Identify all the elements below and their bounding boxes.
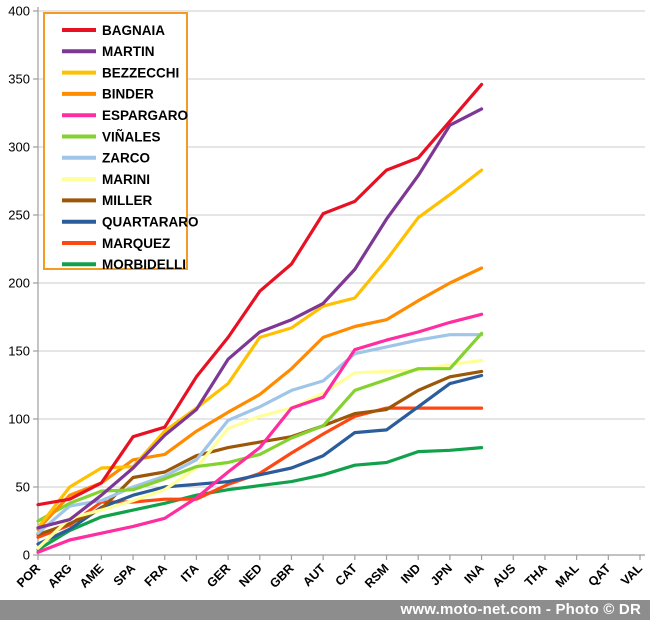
x-tick-label-gbr: GBR bbox=[267, 561, 297, 591]
axes bbox=[37, 7, 645, 556]
y-tick-label: 300 bbox=[8, 140, 30, 155]
legend-item-morbidelli: MORBIDELLI bbox=[62, 257, 186, 272]
x-tick-label-val: VAL bbox=[618, 561, 645, 588]
legend-item-marquez: MARQUEZ bbox=[62, 236, 170, 251]
x-tick-label-ame: AME bbox=[77, 561, 107, 591]
legend-item-binder: BINDER bbox=[62, 87, 154, 102]
x-tick-label-ina: INA bbox=[462, 561, 487, 586]
legend-item-zarco: ZARCO bbox=[62, 151, 150, 166]
legend-item-marini: MARINI bbox=[62, 172, 150, 187]
x-tick-label-jpn: JPN bbox=[428, 561, 455, 588]
series-line-morbidelli bbox=[36, 446, 484, 552]
y-tick-label: 100 bbox=[8, 412, 30, 427]
legend-item-espargaro: ESPARGARO bbox=[62, 108, 188, 123]
series-line-zarco bbox=[36, 333, 484, 535]
x-tick-label-aut: AUT bbox=[300, 561, 328, 589]
legend-label: QUARTARARO bbox=[102, 215, 199, 230]
series-lines bbox=[36, 82, 484, 554]
legend-item-bagnaia: BAGNAIA bbox=[62, 23, 165, 38]
legend-label: ZARCO bbox=[102, 151, 150, 166]
x-tick-label-ind: IND bbox=[398, 561, 423, 586]
x-tick-label-cat: CAT bbox=[333, 561, 361, 589]
series-line-viales bbox=[36, 331, 484, 523]
legend-label: MILLER bbox=[102, 193, 152, 208]
legend-item-bezzecchi: BEZZECCHI bbox=[62, 65, 179, 80]
legend-label: MARTIN bbox=[102, 44, 155, 59]
x-tick-label-spa: SPA bbox=[111, 561, 138, 588]
y-tick-label: 150 bbox=[8, 344, 30, 359]
legend-item-quartararo: QUARTARARO bbox=[62, 215, 199, 230]
legend-item-martin: MARTIN bbox=[62, 44, 155, 59]
watermark-bar: www.moto-net.com - Photo © DR bbox=[0, 600, 650, 620]
legend-item-miller: MILLER bbox=[62, 193, 152, 208]
x-axis: POR ARG AME SPA FRA ITA GER NED GBR AUT CAT RSM IND J… bbox=[14, 555, 645, 591]
legend-label: MORBIDELLI bbox=[102, 257, 186, 272]
x-tick-label-ita: ITA bbox=[178, 561, 201, 584]
series-line-binder bbox=[36, 266, 484, 531]
y-tick-label: 50 bbox=[16, 480, 30, 495]
watermark-text: www.moto-net.com - Photo © DR bbox=[400, 601, 641, 618]
series-line-miller bbox=[36, 369, 484, 537]
legend-label: BEZZECCHI bbox=[102, 65, 179, 80]
legend-label: BAGNAIA bbox=[102, 23, 165, 38]
y-tick-label: 400 bbox=[8, 4, 30, 19]
series-line-marini bbox=[36, 358, 484, 550]
legend-box bbox=[43, 12, 188, 270]
x-tick-label-tha: THA bbox=[522, 561, 550, 589]
x-tick-label-arg: ARG bbox=[45, 561, 75, 591]
legend-label: MARINI bbox=[102, 172, 150, 187]
x-tick-label-ger: GER bbox=[204, 561, 233, 590]
y-tick-label: 350 bbox=[8, 72, 30, 87]
series-line-quartararo bbox=[36, 373, 484, 546]
legend-label: MARQUEZ bbox=[102, 236, 170, 251]
legend: BAGNAIA MARTIN BEZZECCHI BINDER ESPARGARO VIÑ… bbox=[43, 12, 199, 272]
y-tick-label: 0 bbox=[23, 548, 30, 563]
x-tick-label-qat: QAT bbox=[586, 561, 614, 589]
x-tick-label-mal: MAL bbox=[553, 561, 582, 590]
series-line-espargaro bbox=[36, 312, 484, 554]
x-tick-label-por: POR bbox=[14, 561, 43, 590]
legend-label: BINDER bbox=[102, 87, 154, 102]
x-tick-label-aus: AUS bbox=[490, 561, 519, 590]
series-line-marquez bbox=[36, 406, 484, 539]
points-progression-chart: 0 50 100 150 200 250 300 350 400 POR ARG AME SPA FRA I… bbox=[8, 4, 645, 591]
x-tick-label-fra: FRA bbox=[142, 561, 170, 589]
y-tick-label: 250 bbox=[8, 208, 30, 223]
legend-item-viales: VIÑALES bbox=[62, 129, 161, 144]
x-tick-label-ned: NED bbox=[236, 561, 265, 590]
x-tick-label-rsm: RSM bbox=[362, 561, 392, 591]
series-line-martin bbox=[36, 107, 484, 530]
series-line-bagnaia bbox=[36, 82, 484, 507]
legend-label: ESPARGARO bbox=[102, 108, 188, 123]
legend-label: VIÑALES bbox=[102, 129, 161, 144]
y-tick-label: 200 bbox=[8, 276, 30, 291]
y-axis: 0 50 100 150 200 250 300 350 400 bbox=[8, 4, 38, 563]
